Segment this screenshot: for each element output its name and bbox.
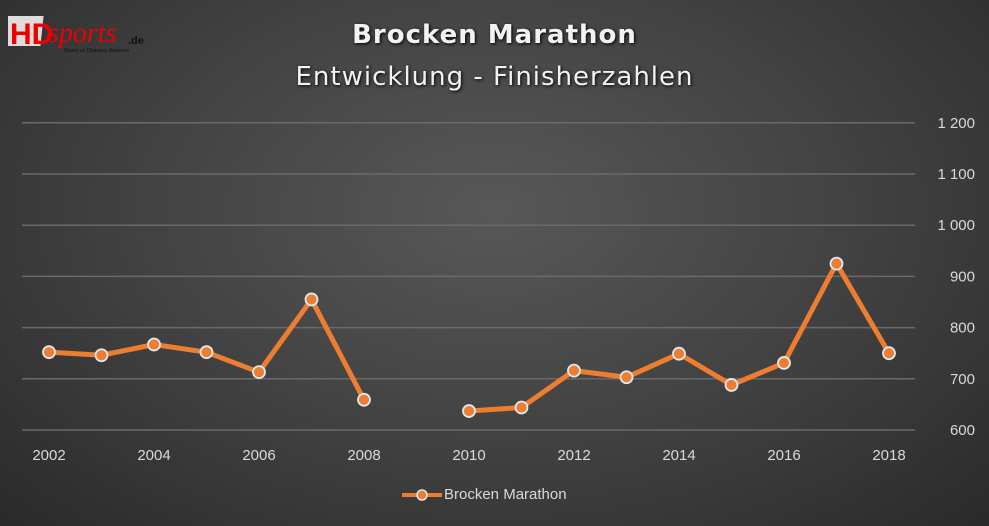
- legend-marker-icon: [402, 488, 442, 501]
- series-line-segment: [729, 360, 787, 388]
- series-line-segment: [46, 349, 104, 358]
- data-point[interactable]: [882, 346, 896, 361]
- data-point[interactable]: [514, 400, 529, 415]
- y-tick-label: 700: [950, 371, 975, 388]
- y-tick-label: 1 200: [937, 115, 975, 132]
- data-point[interactable]: [829, 256, 844, 271]
- data-point[interactable]: [357, 392, 371, 407]
- data-point[interactable]: [304, 292, 319, 307]
- data-point[interactable]: [619, 370, 634, 385]
- data-point[interactable]: [199, 345, 214, 360]
- x-tick-label: 2006: [242, 447, 275, 464]
- series-line-segment: [519, 368, 577, 410]
- x-tick-label: 2016: [767, 447, 800, 464]
- legend-label: Brocken Marathon: [444, 486, 567, 503]
- series-line-segment: [99, 341, 157, 358]
- legend[interactable]: Brocken Marathon: [400, 486, 567, 503]
- hdsports-logo: HD sports .de Home of Distance Runners: [8, 16, 144, 54]
- svg-text:Home of Distance Runners: Home of Distance Runners: [64, 47, 130, 54]
- data-point[interactable]: [672, 346, 686, 361]
- x-tick-label: 2014: [662, 447, 695, 464]
- series-line-segment: [676, 351, 734, 388]
- series-line-segment: [624, 351, 682, 380]
- chart-title: Brocken Marathon: [352, 20, 637, 50]
- data-point[interactable]: [252, 365, 266, 380]
- y-tick-label: 800: [950, 320, 975, 337]
- series-line-segment: [466, 404, 524, 414]
- data-point[interactable]: [147, 337, 161, 352]
- data-point[interactable]: [777, 356, 791, 370]
- series-line-segment: [256, 296, 314, 375]
- data-point[interactable]: [462, 404, 476, 418]
- chart-subtitle: Entwicklung - Finisherzahlen: [295, 62, 694, 92]
- series-line-segment: [204, 349, 262, 375]
- svg-text:sports: sports: [48, 18, 117, 49]
- y-tick-label: 1 000: [937, 217, 975, 234]
- series-line-segment: [834, 261, 892, 356]
- series-line-segment: [309, 296, 367, 403]
- data-point[interactable]: [567, 363, 581, 378]
- y-tick-label: 1 100: [937, 166, 975, 183]
- x-tick-label: 2012: [557, 447, 590, 464]
- series-line-segment: [151, 341, 209, 355]
- series-line-segment: [781, 261, 839, 366]
- x-tick-label: 2004: [137, 447, 170, 464]
- x-tick-label: 2018: [872, 447, 905, 464]
- data-point[interactable]: [724, 378, 739, 392]
- svg-text:HD: HD: [10, 18, 53, 51]
- data-point[interactable]: [94, 348, 109, 363]
- x-tick-label: 2010: [452, 447, 485, 464]
- svg-text:.de: .de: [128, 35, 144, 47]
- y-tick-label: 900: [950, 268, 975, 285]
- data-point[interactable]: [42, 345, 56, 360]
- x-tick-label: 2008: [347, 447, 380, 464]
- x-tick-label: 2002: [32, 447, 65, 464]
- series-line-segment: [571, 368, 629, 380]
- y-tick-label: 600: [950, 422, 975, 439]
